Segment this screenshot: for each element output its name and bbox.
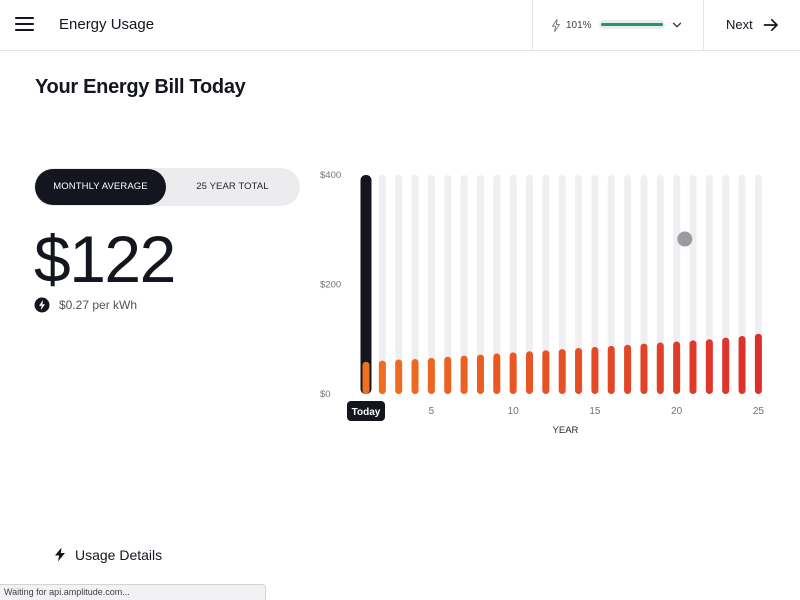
menu-icon[interactable]	[15, 16, 35, 32]
browser-status-bar: Waiting for api.amplitude.com...	[0, 584, 266, 600]
chart-bar	[591, 346, 599, 394]
chart-bar	[526, 351, 533, 394]
chart-bar-track	[395, 175, 403, 394]
chevron-down-icon	[672, 22, 682, 28]
chart-bar-track	[411, 175, 419, 394]
chart-bar-track	[558, 175, 566, 394]
page-title: Your Energy Bill Today	[35, 76, 246, 98]
chart-bar-track	[656, 175, 664, 394]
chart-bar-track	[378, 175, 386, 394]
chart-marker-dot	[677, 231, 693, 247]
chart-bar	[656, 342, 664, 394]
period-toggle: MONTHLY AVERAGE 25 YEAR TOTAL	[34, 168, 300, 206]
chart-bar	[378, 360, 386, 394]
bolt-icon	[552, 19, 560, 32]
chart-bar	[754, 333, 762, 394]
chart-bar	[493, 353, 501, 394]
chart-bar-track	[705, 175, 713, 394]
chart-bar	[476, 354, 484, 394]
chart-bar	[427, 357, 435, 394]
chart-bar-track	[607, 175, 615, 394]
coverage-dropdown[interactable]: 101%	[533, 0, 703, 51]
chart-y-tick-label: $0	[320, 389, 331, 400]
chart-bar-track	[444, 175, 452, 394]
toggle-25-year-total[interactable]: 25 YEAR TOTAL	[196, 181, 269, 192]
chart-y-tick-label: $400	[320, 170, 341, 181]
chart-bar	[395, 359, 403, 394]
chart-bar	[509, 352, 517, 394]
chart-bar	[558, 349, 566, 394]
top-header: Energy Usage 101% Next	[0, 0, 800, 51]
chart-bar	[362, 361, 370, 394]
chart-x-tick-label: 20	[671, 406, 683, 417]
chart-x-tick-label: 15	[589, 406, 601, 417]
chart-svg: $0 $200 $400 5 10 15 20 25 YEAR Today	[320, 170, 765, 436]
chart-bar-track	[640, 175, 648, 394]
header-divider	[532, 0, 533, 51]
today-badge-label: Today	[352, 407, 381, 418]
chart-highlight-track	[360, 175, 372, 394]
chart-bar-track	[624, 175, 632, 394]
chart-bar-track	[509, 175, 517, 394]
bolt-icon	[55, 547, 65, 562]
next-button-label: Next	[726, 17, 753, 32]
chart-bar	[705, 339, 713, 394]
today-badge	[347, 401, 385, 421]
chart-bar-track	[476, 175, 484, 394]
chart-x-axis-label: YEAR	[553, 425, 579, 436]
chart-bar-track	[689, 175, 697, 394]
chart-bar-track	[460, 175, 468, 394]
chart-bar	[722, 337, 730, 394]
chart-y-tick-label: $200	[320, 280, 341, 291]
chart-bar-track	[427, 175, 435, 394]
chart-bar	[673, 341, 681, 394]
chart-bar-track	[591, 175, 599, 394]
chart-bar-track	[542, 175, 550, 394]
toggle-monthly-average[interactable]: MONTHLY AVERAGE	[35, 169, 166, 205]
chart-bar-track	[673, 175, 681, 394]
chart-x-tick-label: 25	[753, 406, 765, 417]
bolt-circle-icon	[34, 297, 50, 313]
chart-x-tick-label: 10	[508, 406, 520, 417]
chart-bar	[607, 345, 615, 394]
coverage-progress-fill	[601, 23, 663, 26]
chart-bar	[444, 356, 452, 394]
usage-details-label: Usage Details	[75, 547, 163, 563]
coverage-percent: 101%	[566, 20, 592, 31]
rate-per-kwh: $0.27 per kWh	[59, 298, 138, 312]
chart-bar	[542, 350, 550, 394]
chart-bar-track	[493, 175, 501, 394]
chart-bar	[411, 358, 419, 394]
chart-bar	[640, 343, 648, 394]
chart-bar	[575, 348, 583, 394]
app-title: Energy Usage	[59, 16, 155, 33]
bill-amount: $122	[34, 222, 176, 296]
chart-bar	[624, 344, 632, 394]
header-divider	[703, 0, 704, 51]
chart-bar	[738, 335, 746, 394]
energy-bill-chart: $0 $200 $400 5 10 15 20 25 YEAR Today	[300, 160, 790, 450]
next-button[interactable]: Next	[704, 0, 800, 51]
chart-bar	[460, 355, 468, 394]
coverage-progress-bar	[599, 20, 665, 29]
chart-bar	[689, 340, 697, 394]
status-text: Waiting for api.amplitude.com...	[4, 587, 130, 597]
chart-bar-track	[526, 175, 533, 394]
arrow-right-icon	[763, 18, 778, 32]
chart-bar-track	[575, 175, 583, 394]
chart-x-tick-label: 5	[429, 406, 435, 417]
